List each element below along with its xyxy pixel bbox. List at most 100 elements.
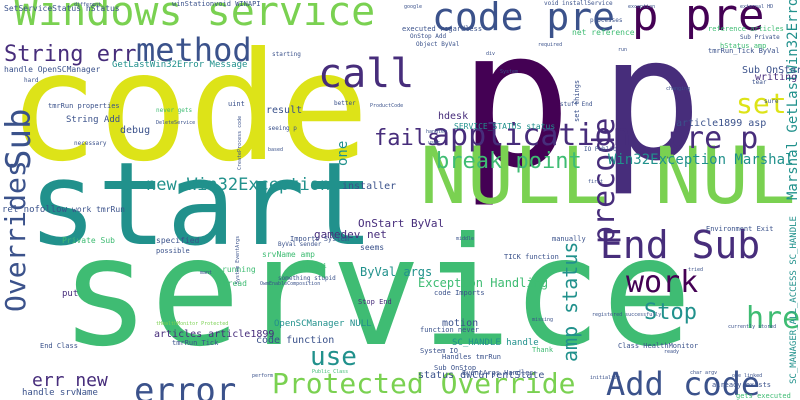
word: ByVal args <box>360 265 433 279</box>
word: Windows service <box>14 0 376 35</box>
word: Thank <box>532 346 554 354</box>
word: manually <box>552 235 586 243</box>
word: use <box>310 342 357 372</box>
word: net reference <box>572 28 635 37</box>
word: code Imports <box>434 289 485 297</box>
word: p <box>458 0 573 210</box>
word: SetServiceStatus hStatus <box>4 4 120 13</box>
word: Sub OnStop <box>434 364 477 372</box>
word: CreateProcess code <box>237 115 243 170</box>
word: application <box>432 118 631 153</box>
word: work <box>626 265 699 300</box>
word: break point <box>436 149 582 174</box>
word: processes <box>590 17 623 24</box>
word: String Add <box>66 115 121 125</box>
word: ready <box>664 349 680 355</box>
word: OwmEnableComposition <box>260 281 321 287</box>
word: better <box>334 100 356 107</box>
word: hard <box>24 77 39 84</box>
word: Stop End <box>358 298 392 306</box>
word: registered successfully <box>592 312 662 318</box>
word: handle OpenSCManager <box>4 65 101 74</box>
word: motion <box>442 318 479 329</box>
word: SC_MANAGER_ALL_ACCESS SC_HANDLE <box>789 216 799 384</box>
word: google <box>404 4 423 10</box>
word: handle srvName <box>22 388 98 398</box>
word: Marshal GetLastWin32Error <box>785 0 800 200</box>
word: NULL NULL <box>420 132 800 222</box>
word: Add code <box>606 365 761 400</box>
word: different <box>74 2 102 8</box>
word: Handles tmrRun <box>442 353 502 361</box>
word: rel nofollow <box>2 205 68 215</box>
word: SERVICE_STATUS status <box>454 122 556 131</box>
word: hdesk <box>438 111 469 122</box>
word: pre p <box>668 121 759 156</box>
word: void installService <box>544 0 613 7</box>
word: handler <box>426 129 448 135</box>
word: thread <box>218 279 247 288</box>
word: result <box>266 105 303 116</box>
word: tried <box>688 267 704 273</box>
word: hStatus amp <box>720 42 767 50</box>
word: EventArgs Handles <box>462 369 534 377</box>
word: gamedev net <box>314 228 387 241</box>
word: debug <box>120 125 151 136</box>
word: status dwCurrentState <box>418 370 545 381</box>
word: error <box>134 371 237 400</box>
word: already exists <box>712 381 772 389</box>
word: tear <box>752 79 767 86</box>
word: Imports System <box>290 235 350 243</box>
word: seems <box>360 243 385 252</box>
word: Environment Exit <box>706 225 774 233</box>
word: service <box>60 206 693 380</box>
word: required <box>538 42 563 48</box>
word: Protected Override <box>272 367 576 400</box>
word: gets executed <box>736 392 791 400</box>
word: amp status <box>558 241 582 362</box>
word: System EventArgs <box>235 235 241 284</box>
word: code function <box>256 335 335 346</box>
word: first <box>588 179 604 185</box>
word: href <box>746 301 800 336</box>
word: OpenSCManager NULL <box>274 319 372 329</box>
word: Overrides <box>0 160 32 312</box>
word: stuff End <box>560 101 593 108</box>
word: something stupid <box>278 275 336 282</box>
word: missing <box>532 317 554 323</box>
word: start <box>28 138 375 272</box>
word: perform <box>252 373 274 379</box>
word: article1899 asp <box>676 118 767 129</box>
word: winStationvoid WINAPI <box>172 0 261 8</box>
word: TICK function <box>504 253 559 261</box>
word: user <box>428 140 441 146</box>
word: tmrRun Tick <box>172 339 219 347</box>
word: articles article1899 <box>154 329 275 340</box>
word: div <box>486 51 496 57</box>
word: code pre <box>432 0 616 39</box>
word: Sub OnStart <box>742 65 800 76</box>
word: interval <box>298 263 327 270</box>
word: tHealthMonitor Protected <box>156 321 229 327</box>
word: put <box>62 289 79 299</box>
word: End Sub <box>600 223 761 267</box>
word: starting <box>272 51 301 58</box>
word: Private Sub <box>62 236 115 245</box>
word: new Win32Exception <box>146 175 331 195</box>
word: seeing p <box>268 125 297 132</box>
word: tmrRun_Tick ByVal <box>708 47 780 55</box>
word: possible <box>156 247 190 255</box>
word: OnStart ByVal <box>358 217 445 230</box>
word: p <box>600 1 703 199</box>
word: call <box>318 51 415 97</box>
word: changing <box>666 86 691 92</box>
word: tmrRun properties <box>48 102 120 110</box>
word: Class HealthMonitor <box>618 342 699 350</box>
word: function never <box>420 326 480 334</box>
word: one linked <box>732 373 763 379</box>
word: System <box>500 69 519 75</box>
word: based <box>268 147 284 153</box>
word: set <box>736 87 787 120</box>
word: p pre <box>632 0 765 41</box>
